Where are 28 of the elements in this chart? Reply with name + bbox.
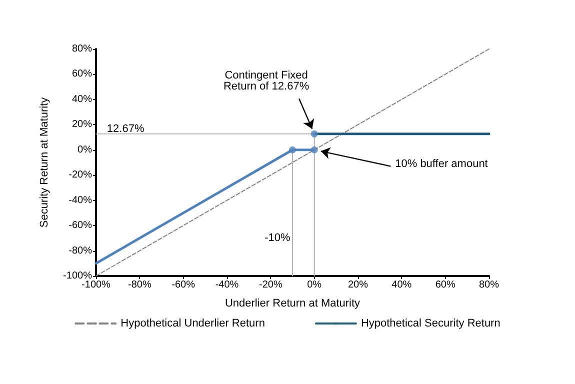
y-tick-label: 40% [72,94,92,105]
annotation: 12.67% [106,122,144,135]
legend-label: Hypothetical Security Return [360,318,500,330]
y-tick-label: -40% [68,194,92,206]
y-tick-label: 0% [78,144,92,156]
annotation: Contingent Fixed Return of 12.67% [223,69,310,92]
x-tick-label: -40% [215,280,239,290]
y-tick-label: 20% [72,119,92,130]
y-tick-label: -60% [68,220,92,232]
x-tick-label: -20% [258,280,282,290]
y-tick-label: 60% [72,68,92,80]
y-tick-label: -20% [68,170,92,181]
x-tick-label: 20% [348,280,368,290]
y-axis-title: Security Return at Maturity [38,96,50,228]
annotation: -10% [264,232,291,244]
x-tick-label: -80% [128,280,152,290]
x-tick-label: -100% [82,280,111,290]
y-tick-label: -80% [68,245,92,256]
x-tick-label: -60% [172,280,196,290]
x-tick-label: 0% [307,280,322,290]
x-axis-title: Underlier Return at Maturity [224,298,361,310]
legend-label: Hypothetical Underlier Return [120,318,265,330]
annotation: 10% buffer amount [395,158,488,170]
y-tick-label: 80% [72,44,92,54]
x-tick-label: 40% [392,280,412,290]
x-tick-label: 60% [435,280,456,290]
y-tick-label: -100% [63,270,92,282]
x-tick-label: 80% [478,280,500,290]
